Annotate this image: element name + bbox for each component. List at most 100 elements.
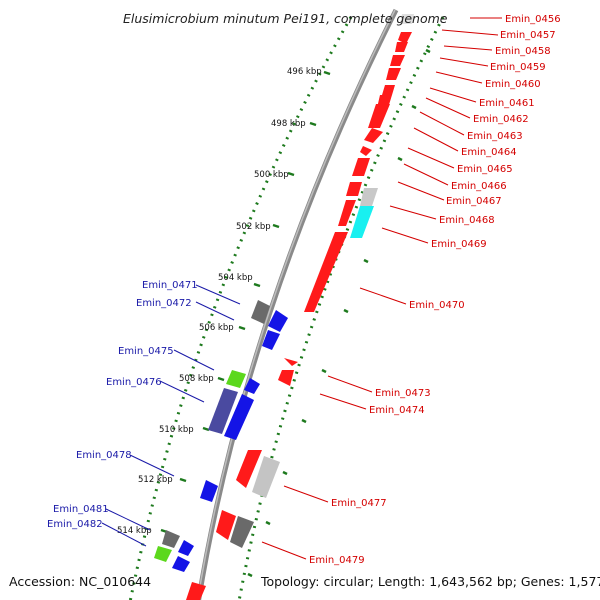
gene-bottom-red[interactable] bbox=[186, 582, 206, 600]
gene-emin-0482[interactable] bbox=[154, 546, 172, 562]
tick-mark bbox=[425, 48, 431, 54]
gene-label[interactable]: Emin_0482 bbox=[47, 519, 103, 530]
gene-label[interactable]: Emin_0465 bbox=[457, 164, 513, 175]
gene-emin-0466[interactable] bbox=[352, 158, 370, 176]
genome-title: Elusimicrobium minutum Pei191, complete … bbox=[123, 11, 448, 26]
scale-ticks-right bbox=[247, 48, 431, 578]
gene-label[interactable]: Emin_0468 bbox=[439, 215, 495, 226]
gene-label[interactable]: Emin_0477 bbox=[331, 498, 387, 509]
leader-line bbox=[261, 541, 307, 560]
leader-line bbox=[359, 287, 407, 305]
tick-mark bbox=[397, 156, 403, 162]
gene-label[interactable]: Emin_0475 bbox=[118, 346, 174, 357]
gene-label[interactable]: Emin_0472 bbox=[136, 298, 192, 309]
gene-emin-0481[interactable] bbox=[162, 530, 180, 548]
gene-label[interactable]: Emin_0461 bbox=[479, 98, 535, 109]
gene-emin-0472-a[interactable] bbox=[268, 310, 288, 332]
gene-label[interactable]: Emin_0474 bbox=[369, 405, 425, 416]
gene-emin-0477[interactable] bbox=[252, 456, 280, 498]
leader-line bbox=[439, 57, 489, 67]
tick-mark bbox=[272, 223, 280, 229]
gene-emin-0476-b[interactable] bbox=[224, 394, 254, 440]
genome-backbone bbox=[196, 8, 399, 600]
gene-label[interactable]: Emin_0476 bbox=[106, 377, 162, 388]
gene-emin-0479[interactable] bbox=[230, 516, 254, 548]
gene-emin-0464[interactable] bbox=[364, 128, 383, 143]
gene-label[interactable]: Emin_0479 bbox=[309, 555, 365, 566]
gene-label[interactable]: Emin_0463 bbox=[467, 131, 523, 142]
gene-emin-0467[interactable] bbox=[346, 182, 362, 196]
gene-emin-0481-b[interactable] bbox=[178, 540, 194, 556]
gene-emin-0477-red[interactable] bbox=[236, 450, 262, 488]
tick-mark bbox=[363, 258, 369, 264]
leader-line bbox=[381, 227, 429, 244]
reverse-leader-lines bbox=[101, 284, 241, 547]
gene-emin-0475[interactable] bbox=[226, 370, 246, 388]
gene-label[interactable]: Emin_0470 bbox=[409, 300, 465, 311]
gene-emin-0457[interactable] bbox=[398, 32, 412, 44]
gene-emin-0471[interactable] bbox=[251, 300, 270, 324]
gene-emin-0461[interactable] bbox=[382, 85, 395, 95]
gene-label[interactable]: Emin_0457 bbox=[500, 30, 556, 41]
leader-line bbox=[195, 284, 241, 305]
gene-emin-0479-red[interactable] bbox=[216, 510, 236, 540]
tick-mark bbox=[253, 282, 261, 288]
gene-label[interactable]: Emin_0481 bbox=[53, 504, 109, 515]
gene-emin-0472[interactable] bbox=[262, 330, 280, 350]
forward-genes bbox=[186, 14, 414, 600]
scale-label: 502 kbp bbox=[236, 222, 271, 232]
leader-line bbox=[129, 454, 175, 477]
gene-emin-0465[interactable] bbox=[360, 146, 372, 156]
gene-emin-0482-b[interactable] bbox=[172, 556, 190, 572]
gene-emin-0470[interactable] bbox=[304, 232, 348, 312]
leader-line bbox=[327, 375, 373, 393]
gene-label[interactable]: Emin_0459 bbox=[490, 62, 546, 73]
gene-emin-0468[interactable] bbox=[360, 188, 378, 206]
leader-line bbox=[429, 87, 477, 103]
tick-mark bbox=[343, 308, 349, 314]
gene-emin-0473[interactable] bbox=[284, 358, 298, 366]
gene-emin-0456[interactable] bbox=[400, 14, 414, 24]
leader-line bbox=[413, 127, 459, 152]
gene-label[interactable]: Emin_0471 bbox=[142, 280, 198, 291]
genome-backbone-highlight bbox=[196, 9, 396, 600]
gene-label[interactable]: Emin_0456 bbox=[505, 14, 561, 25]
outer-dotted-track-left bbox=[128, 16, 353, 600]
tick-mark bbox=[323, 70, 331, 76]
tick-mark bbox=[238, 325, 246, 331]
scale-label: 500 kbp bbox=[254, 170, 289, 180]
gene-emin-0459[interactable] bbox=[390, 55, 405, 66]
gene-label[interactable]: Emin_0473 bbox=[375, 388, 431, 399]
gene-emin-0475-b[interactable] bbox=[244, 378, 260, 394]
gene-emin-0469[interactable] bbox=[350, 206, 374, 238]
leader-line bbox=[159, 380, 205, 403]
gene-label[interactable]: Emin_0467 bbox=[446, 196, 502, 207]
gene-label[interactable]: Emin_0464 bbox=[461, 147, 517, 158]
gene-label[interactable]: Emin_0478 bbox=[76, 450, 132, 461]
scale-label: 510 kbp bbox=[159, 425, 194, 435]
gene-emin-0474[interactable] bbox=[278, 370, 294, 386]
gene-label[interactable]: Emin_0460 bbox=[485, 79, 541, 90]
gene-emin-0476[interactable] bbox=[208, 388, 238, 434]
gene-emin-0469-red[interactable] bbox=[338, 200, 356, 226]
leader-line bbox=[419, 111, 465, 136]
scale-label: 512 kbp bbox=[138, 475, 173, 485]
forward-leader-lines bbox=[261, 17, 502, 560]
gene-emin-0478[interactable] bbox=[200, 480, 218, 502]
leader-line bbox=[407, 147, 455, 169]
gene-emin-0458[interactable] bbox=[395, 42, 408, 52]
gene-emin-0463[interactable] bbox=[368, 104, 390, 128]
tick-mark bbox=[321, 368, 327, 374]
gene-label[interactable]: Emin_0458 bbox=[495, 46, 551, 57]
leader-line bbox=[389, 205, 437, 220]
tick-mark bbox=[287, 171, 295, 177]
gene-label[interactable]: Emin_0469 bbox=[431, 239, 487, 250]
reverse-genes bbox=[154, 300, 288, 572]
leader-line bbox=[319, 393, 367, 410]
gene-emin-0460[interactable] bbox=[386, 68, 401, 80]
leader-line bbox=[397, 181, 445, 201]
gene-label[interactable]: Emin_0462 bbox=[473, 114, 529, 125]
gene-label[interactable]: Emin_0466 bbox=[451, 181, 507, 192]
leader-line bbox=[195, 301, 235, 321]
